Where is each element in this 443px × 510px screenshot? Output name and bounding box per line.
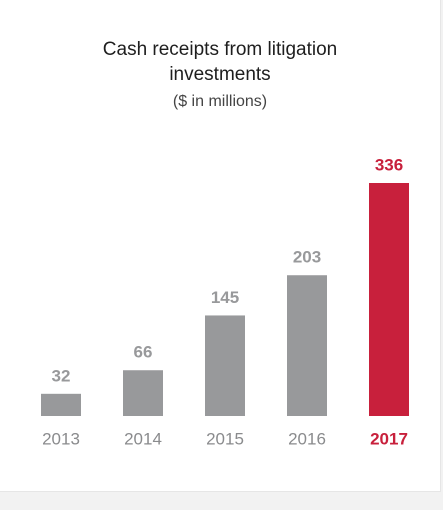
- x-tick-label: 2016: [288, 429, 326, 448]
- value-label: 66: [134, 343, 153, 362]
- value-label: 203: [293, 248, 321, 267]
- bar: [123, 370, 163, 416]
- value-label: 32: [52, 366, 71, 385]
- bar: [41, 393, 81, 416]
- chart-subtitle: ($ in millions): [172, 93, 268, 110]
- x-tick-label: 2017: [370, 429, 408, 448]
- value-label: 336: [375, 155, 403, 174]
- chart-title: Cash receipts from litigation investment…: [102, 39, 338, 85]
- bar: [287, 275, 327, 416]
- x-tick-label: 2014: [124, 429, 162, 448]
- bar: [205, 315, 245, 416]
- bar: [369, 183, 409, 416]
- chart: 32 2013 66 2014 145 2015 203 2016 336 2017: [41, 155, 409, 448]
- card: Cash receipts from litigation investment…: [0, 0, 441, 492]
- x-tick-label: 2013: [42, 429, 80, 448]
- value-label: 145: [211, 288, 239, 307]
- x-tick-label: 2015: [206, 429, 244, 448]
